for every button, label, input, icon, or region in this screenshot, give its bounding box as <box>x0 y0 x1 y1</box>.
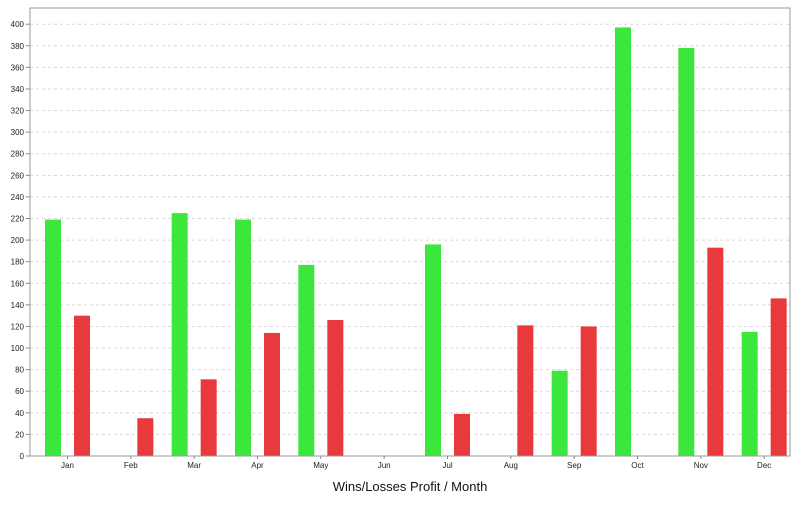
x-tick-label: Mar <box>187 461 201 470</box>
y-tick-label: 60 <box>15 387 24 396</box>
x-tick-label: Aug <box>504 461 518 470</box>
y-tick-label: 120 <box>11 322 25 331</box>
y-tick-label: 300 <box>11 128 25 137</box>
x-tick-labels: Jan Feb Mar Apr May Jun Jul Aug Sep Oct Nov Dec <box>61 461 771 470</box>
win-bar <box>171 213 188 456</box>
y-tick-labels: 0 20 40 60 80 100 120 140 160 180 200 220 240 260 280 3… <box>11 20 25 461</box>
y-tick-label: 320 <box>11 107 25 116</box>
plot-frame <box>29 7 791 457</box>
x-tick-label: Apr <box>251 461 264 470</box>
win-bar <box>678 47 695 456</box>
y-tick-label: 80 <box>15 366 24 375</box>
win-bar <box>741 331 758 456</box>
win-bar <box>298 264 315 456</box>
win-bar <box>235 219 251 456</box>
y-tick-label: 360 <box>11 63 25 72</box>
loss-bar <box>327 319 344 456</box>
y-tick-label: 40 <box>15 409 24 418</box>
y-tick-label: 160 <box>11 279 25 288</box>
win-bar <box>615 27 631 456</box>
gridlines <box>30 23 790 435</box>
y-tick-label: 380 <box>11 42 25 51</box>
loss-bar <box>200 379 217 456</box>
y-tick-label: 100 <box>11 344 25 353</box>
x-tick-label: Jul <box>442 461 452 470</box>
x-tick-label: Jan <box>61 461 74 470</box>
win-bar <box>45 219 61 456</box>
y-tick-label: 180 <box>11 258 25 267</box>
x-tick-label: Feb <box>124 461 138 470</box>
y-tick-label: 200 <box>11 236 25 245</box>
y-tick-label: 240 <box>11 193 25 202</box>
loss-bar <box>517 325 534 456</box>
x-axis-label: Wins/Losses Profit / Month <box>333 479 488 494</box>
loss-bar <box>770 298 787 456</box>
x-tick-label: Jun <box>378 461 391 470</box>
y-tick-label: 0 <box>20 452 25 461</box>
y-tick-label: 260 <box>11 171 25 180</box>
x-tick-label: Sep <box>567 461 582 470</box>
win-bar <box>425 244 441 456</box>
loss-bar <box>580 326 597 456</box>
win-bar <box>551 370 568 456</box>
loss-bar <box>137 418 154 456</box>
x-tick-label: May <box>313 461 328 470</box>
loss-bar <box>264 332 280 456</box>
y-tick-label: 220 <box>11 215 25 224</box>
x-tick-label: Nov <box>694 461 708 470</box>
y-tick-label: 140 <box>11 301 25 310</box>
loss-bar <box>707 247 724 456</box>
y-tick-label: 20 <box>15 430 24 439</box>
y-tick-label: 400 <box>11 20 25 29</box>
y-tick-label: 340 <box>11 85 25 94</box>
x-tick-label: Oct <box>631 461 644 470</box>
loss-bar <box>454 413 470 456</box>
loss-bar <box>74 315 90 456</box>
x-tick-label: Dec <box>757 461 771 470</box>
bars <box>45 27 787 456</box>
axes <box>26 7 791 459</box>
y-tick-label: 280 <box>11 150 25 159</box>
